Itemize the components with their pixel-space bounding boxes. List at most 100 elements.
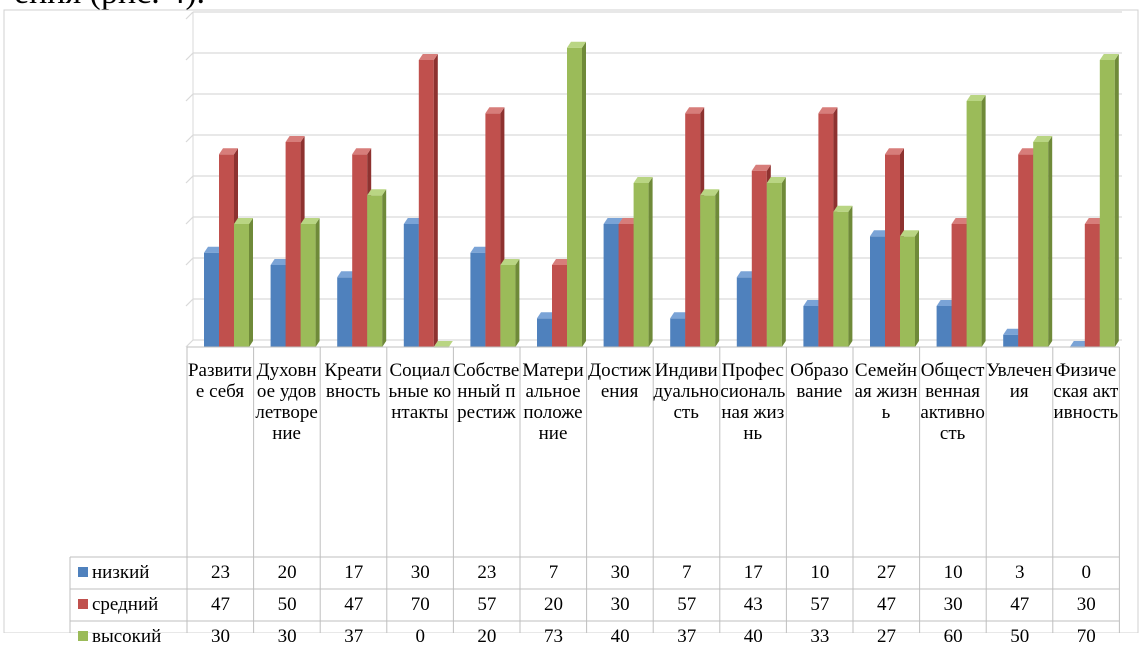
bar (552, 265, 567, 347)
bar-side (382, 189, 387, 347)
table-cell: 20 (277, 562, 297, 583)
table-cell: 17 (743, 562, 763, 583)
bar (670, 318, 686, 347)
bar-top (803, 300, 823, 306)
table-cell: 30 (610, 562, 630, 583)
bar (818, 113, 834, 347)
gridline-edge (185, 339, 194, 348)
bar (751, 170, 767, 347)
bar-top (552, 259, 571, 265)
bar-top (885, 148, 904, 155)
table-cell: 20 (477, 626, 497, 647)
table-cell: 7 (681, 562, 692, 583)
bar (1084, 224, 1100, 347)
bar-top (1099, 54, 1119, 60)
table-cell: 30 (277, 626, 297, 647)
bar-top (418, 54, 438, 60)
bar-top (500, 259, 520, 265)
bar (270, 265, 286, 347)
bar (300, 224, 316, 347)
page-top-text: ения (рис. 4). (14, 0, 205, 12)
bar (833, 211, 849, 347)
legend-swatch (78, 567, 88, 577)
bar-top (1069, 341, 1089, 347)
bar-top (219, 148, 238, 155)
table-cell: 57 (677, 594, 697, 615)
legend-label: средний (92, 594, 159, 615)
bar-top (936, 300, 956, 306)
bar-top (766, 177, 786, 183)
table-cell: 47 (1010, 594, 1030, 615)
table-cell: 7 (548, 562, 559, 583)
bar-top (951, 218, 971, 224)
bar-top (1018, 148, 1038, 155)
chart-frame (3, 9, 1139, 633)
bar-top (900, 230, 919, 237)
gridline-edge (185, 11, 194, 20)
bar (1033, 142, 1049, 347)
bar-side (582, 41, 586, 347)
bar-side (515, 259, 520, 347)
bar-top (300, 218, 320, 224)
bar (766, 183, 782, 347)
gridline-edge (185, 175, 194, 184)
legend-swatch (78, 599, 88, 609)
bar-top (352, 148, 372, 155)
table-cell: 30 (410, 562, 430, 583)
bar (736, 277, 752, 347)
bar (337, 277, 353, 347)
bar (537, 318, 552, 347)
table-cell: 57 (477, 594, 497, 615)
bar (567, 47, 582, 347)
table-cell: 17 (344, 562, 364, 583)
table-cell: 40 (610, 626, 630, 647)
bar-side (1048, 136, 1053, 347)
bar-top (751, 164, 771, 171)
table-cell: 47 (344, 594, 364, 615)
bar (204, 252, 219, 347)
bar (900, 236, 915, 347)
gridline-edge (185, 257, 194, 266)
bar-side (315, 218, 320, 347)
gridline-edge (185, 93, 194, 102)
category-label: Физическая активность (1053, 360, 1119, 423)
table-cell: 10 (943, 562, 963, 583)
bar (936, 306, 952, 347)
bar-top (670, 312, 690, 319)
bar (470, 252, 486, 347)
legend-label: высокий (92, 626, 162, 647)
legend-entry: средний (78, 589, 158, 621)
table-cell: 40 (743, 626, 763, 647)
bar-top (204, 246, 223, 253)
category-label: Собственный престиж (453, 360, 520, 423)
bar (367, 195, 383, 347)
table-cell: 73 (544, 626, 563, 647)
bar (352, 154, 368, 347)
table-cell: 0 (1081, 562, 1092, 583)
bar-top (403, 218, 423, 224)
table-cell: 47 (877, 594, 896, 615)
bar-top (1003, 328, 1023, 335)
bar (234, 224, 249, 347)
bar-top (234, 218, 253, 224)
category-label: Социальные контакты (388, 360, 452, 423)
bar-top (700, 189, 720, 196)
bar-top (285, 136, 305, 142)
bar-top (337, 271, 357, 278)
category-label: Общественная активность (920, 360, 985, 444)
gridline-edge (185, 134, 194, 143)
table-cell: 70 (1076, 626, 1096, 647)
bar (951, 224, 967, 347)
bar (870, 236, 885, 347)
bar-side (781, 177, 786, 347)
bar-top (633, 177, 653, 183)
table-cell: 30 (211, 626, 230, 647)
table-cell: 60 (943, 626, 963, 647)
category-label: Образование (790, 360, 849, 402)
bar (418, 60, 434, 347)
bar (633, 183, 649, 347)
bar (1018, 154, 1034, 347)
legend-label: низкий (92, 562, 150, 583)
bar-side (1114, 54, 1119, 347)
table-cell: 30 (943, 594, 963, 615)
